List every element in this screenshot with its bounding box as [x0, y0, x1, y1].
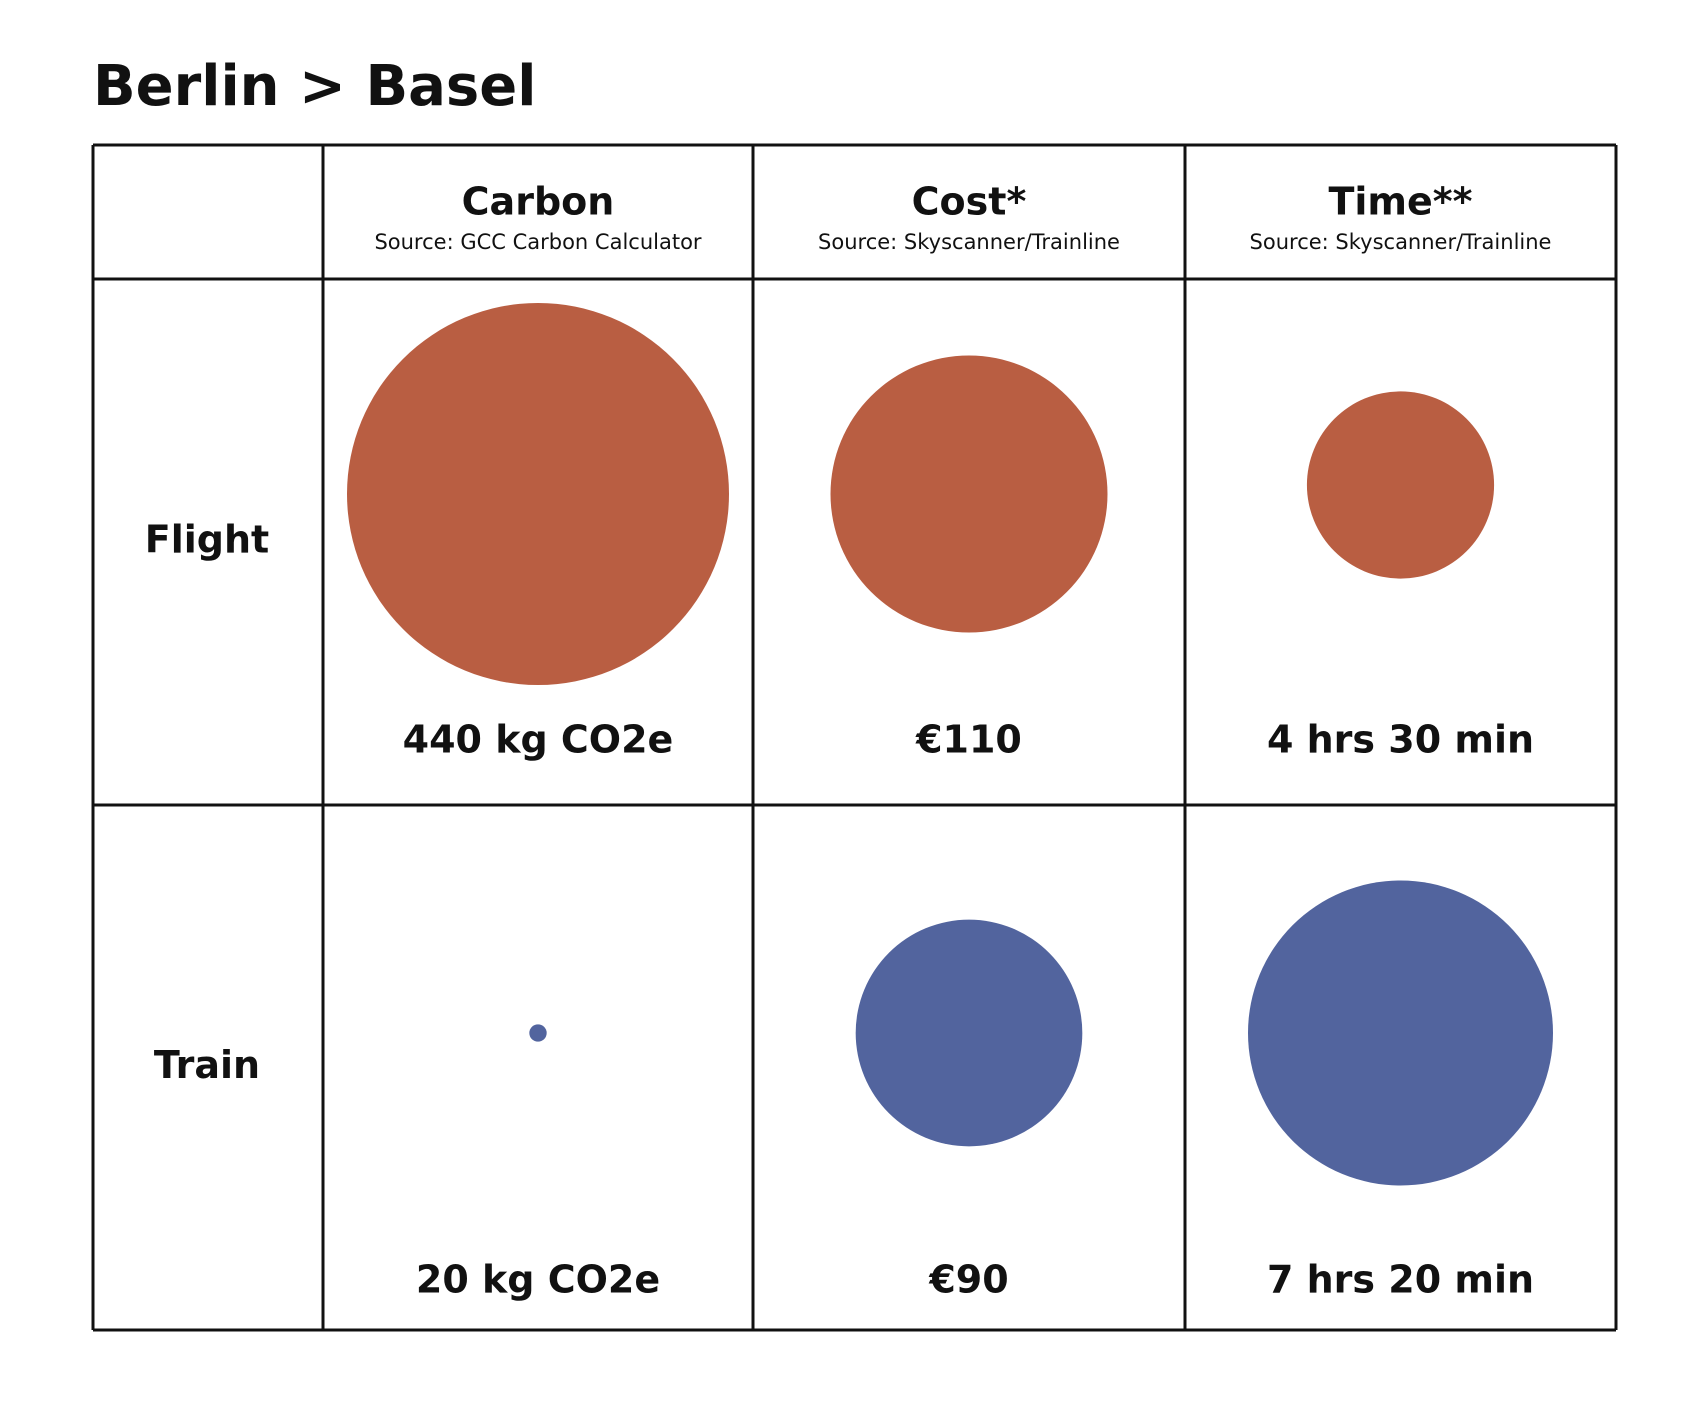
value-label: 20 kg CO2e [416, 1258, 660, 1302]
value-label: 4 hrs 30 min [1267, 718, 1534, 762]
value-circle [529, 1024, 547, 1042]
value-circle [347, 303, 729, 685]
column-header: Cost* [912, 180, 1027, 224]
value-label: €90 [928, 1258, 1008, 1302]
row-header: Train [154, 1043, 260, 1087]
column-source: Source: Skyscanner/Trainline [1250, 230, 1552, 254]
column-header: Carbon [462, 180, 615, 224]
value-label: 440 kg CO2e [403, 718, 674, 762]
column-header: Time** [1328, 180, 1472, 224]
value-circle [855, 919, 1083, 1147]
value-circle [1248, 880, 1553, 1186]
column-source: Source: Skyscanner/Trainline [818, 230, 1120, 254]
value-label: €110 [915, 718, 1022, 762]
title: Berlin > Basel [93, 54, 536, 119]
value-circle [830, 355, 1108, 633]
table-grid [91, 143, 1618, 1332]
value-label: 7 hrs 20 min [1267, 1258, 1534, 1302]
row-header: Flight [145, 518, 269, 562]
value-circle [1306, 391, 1495, 579]
column-source: Source: GCC Carbon Calculator [374, 230, 701, 254]
